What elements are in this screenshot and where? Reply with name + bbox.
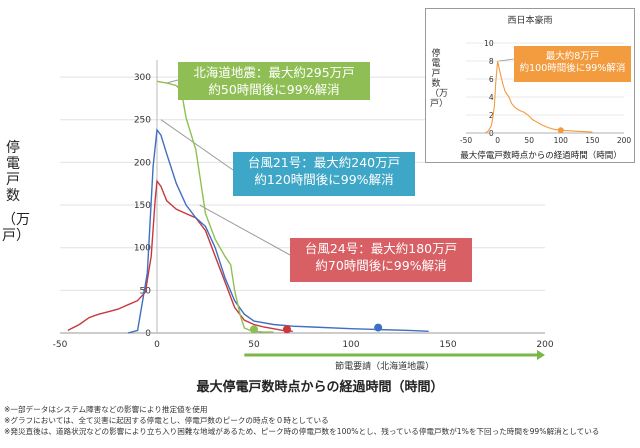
inset-chart-west-japan-flood: 西日本豪雨 停 電 戸 数 （万 戸） 0 2 4 6 8 10 -50 0 50 100 150 2…	[425, 8, 635, 163]
x-tick-label: -50	[53, 340, 68, 350]
inset-callout: 最大約8万戸 約100時間後に99%解消	[514, 46, 631, 82]
inset-y-tick-label: 4	[489, 93, 494, 102]
inset-y-tick-label: 10	[484, 39, 494, 48]
series-line-1	[127, 128, 429, 334]
series-marker-0	[250, 325, 258, 334]
callout-hokkaido-earthquake: 北海道地震：最大約295万戸 約50時間後に99%解消	[178, 62, 370, 100]
y-tick-label: 100	[134, 244, 151, 254]
footnote: ※一部データはシステム障害などの影響により推定値を使用	[4, 405, 208, 414]
inset-callout-connector	[498, 58, 515, 62]
inset-y-tick-label: 0	[489, 129, 494, 138]
inset-y-axis-label: 停 電 戸 数 （万 戸）	[430, 49, 449, 109]
series-marker-1	[374, 323, 383, 332]
y-tick-label: 300	[134, 73, 151, 83]
x-tick-label: 0	[154, 340, 160, 350]
x-axis-label: 最大停電戸数時点からの経過時間（時間）	[196, 380, 444, 395]
power-saving-arrowhead	[537, 350, 545, 360]
callout-connector	[160, 119, 234, 171]
y-tick-label: 250	[134, 116, 151, 126]
callout-typhoon-24: 台風24号：最大約180万戸 約70時間後に99%解消	[290, 238, 472, 282]
x-tick-label: 100	[342, 340, 359, 350]
y-tick-label: 200	[134, 158, 151, 168]
x-tick-label: 50	[248, 340, 260, 350]
inset-x-tick-label: 0	[495, 136, 500, 145]
callout-typhoon-21: 台風21号：最大約240万戸 約120時間後に99%解消	[233, 152, 415, 196]
inset-series-marker	[557, 127, 564, 134]
x-tick-label: 200	[536, 340, 553, 350]
x-tick-label: 150	[439, 340, 456, 350]
footnote: ※発災直後は、道路状況などの影響により立ち入り困難な地域があるため、ピーク時の停…	[4, 427, 600, 436]
footnote: ※グラフにおいては、全て災害に起因する停電とし、停電戸数のピークの時点を０時とし…	[4, 416, 329, 425]
y-axis-label: 停 電 戸 数 （万 戸）	[2, 140, 30, 244]
inset-plot: 0 2 4 6 8 10 -50 0 50 100 150 200	[460, 39, 632, 145]
inset-x-tick-label: 50	[524, 136, 534, 145]
footnotes: ※一部データはシステム障害などの影響により推定値を使用 ※グラフにおいては、全て…	[4, 404, 636, 437]
power-saving-label: 節電要請（北海道地震）	[335, 360, 434, 372]
series-line-2	[67, 179, 293, 332]
series-marker-2	[282, 325, 291, 334]
callout-connector	[199, 204, 291, 256]
inset-x-tick-label: -50	[460, 136, 472, 145]
inset-x-tick-label: 150	[585, 136, 600, 145]
inset-x-tick-label: 100	[554, 136, 569, 145]
y-tick-label: 150	[134, 201, 151, 211]
inset-y-tick-label: 8	[489, 57, 494, 66]
inset-y-tick-label: 6	[489, 75, 494, 84]
inset-series-line	[484, 60, 593, 134]
inset-y-tick-label: 2	[489, 111, 494, 120]
y-tick-label: 0	[145, 329, 151, 339]
callout-connector	[166, 79, 179, 84]
inset-x-axis-label: 最大停電戸数時点からの経過時間（時間）	[460, 151, 622, 161]
inset-x-tick-label: 200	[617, 136, 632, 145]
inset-title: 西日本豪雨	[507, 16, 553, 26]
